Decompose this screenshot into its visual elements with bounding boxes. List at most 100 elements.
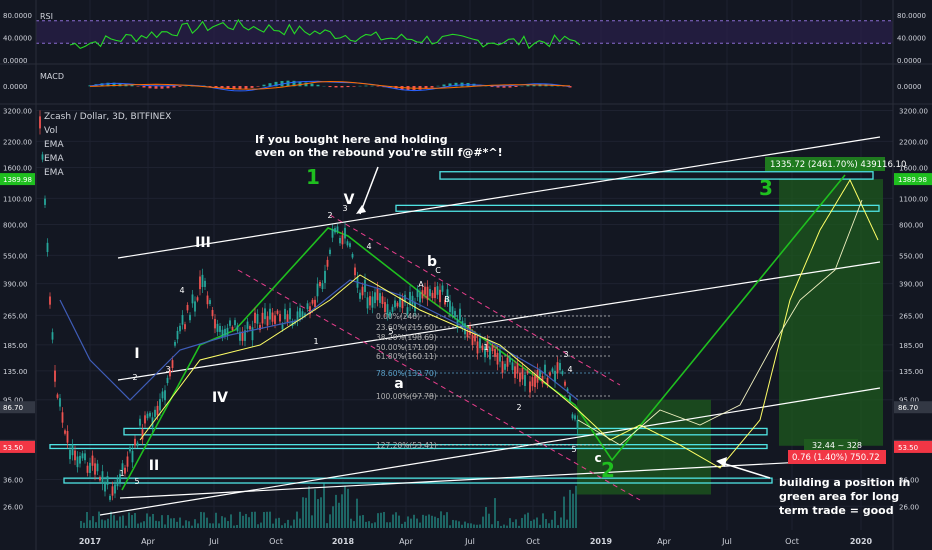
volume-bar	[320, 497, 322, 528]
candle-body	[576, 420, 579, 430]
volume-bar	[458, 521, 460, 528]
candle-body	[324, 270, 326, 283]
candle-body	[431, 292, 434, 299]
volume-bar	[314, 489, 316, 528]
candle-body	[411, 295, 414, 305]
annotation-arrow	[359, 166, 379, 215]
macd-histogram-bar	[106, 82, 110, 87]
volume-bar	[536, 517, 538, 528]
macd-histogram-bar	[310, 83, 314, 87]
channel-line	[117, 261, 881, 381]
volume-bar	[464, 521, 466, 528]
candle-body	[511, 362, 514, 371]
macd-histogram-bar	[352, 86, 356, 87]
candle-body	[121, 463, 124, 470]
volume-bar	[563, 496, 565, 528]
volume-bar	[401, 523, 403, 528]
fib-level-label: 100.00%(97.78)	[376, 392, 437, 401]
minor-wave-label: 1	[313, 337, 318, 346]
price-tag-left: 1389.98	[3, 176, 32, 184]
volume-bar	[272, 523, 274, 528]
volume-bar	[287, 519, 289, 528]
volume-bar	[476, 524, 478, 528]
candle-body	[374, 292, 376, 304]
volume-bar	[392, 514, 394, 528]
volume-bar	[227, 521, 229, 528]
price-tick-label: 1100.00	[899, 195, 928, 203]
annotation-arrowhead	[716, 457, 727, 467]
volume-bar	[185, 520, 187, 528]
wave-label: c	[594, 451, 601, 465]
candle-body	[186, 304, 189, 311]
candle-body	[494, 349, 496, 357]
candle-body	[349, 243, 351, 247]
volume-bar	[317, 499, 319, 528]
rsi-tick-label-left: 0.0000	[3, 57, 28, 65]
candle-body	[569, 396, 571, 402]
volume-bar	[122, 515, 124, 528]
minor-wave-label: 3	[563, 350, 568, 359]
volume-bar	[512, 522, 514, 528]
volume-bar	[482, 516, 484, 528]
volume-bar	[257, 524, 259, 528]
candle-body	[534, 375, 536, 388]
volume-bar	[332, 506, 334, 528]
volume-bar	[152, 513, 154, 528]
candle-body	[341, 235, 344, 245]
macd-histogram-bar	[370, 85, 374, 87]
minor-wave-label: 5	[134, 477, 139, 486]
candle-body	[201, 274, 204, 287]
candle-body	[81, 453, 84, 459]
macd-histogram-bar	[274, 81, 278, 87]
volume-bar	[509, 518, 511, 528]
time-tick-label: Apr	[141, 537, 156, 546]
volume-bar	[566, 519, 568, 528]
volume-bar	[434, 516, 436, 528]
volume-bar	[296, 511, 298, 528]
volume-bar	[173, 518, 175, 528]
measure-top-label: 1335.72 (2461.70%) 439116.10	[770, 160, 906, 170]
volume-bar	[494, 498, 496, 528]
time-tick-label: 2019	[590, 537, 613, 546]
candle-body	[506, 357, 509, 367]
volume-bar	[209, 523, 211, 528]
candle-body	[114, 484, 116, 494]
wave-label: V	[344, 192, 355, 208]
candle-body	[266, 316, 269, 326]
candle-body	[391, 306, 394, 312]
projection-line	[577, 199, 863, 446]
support-resistance-box	[439, 171, 874, 180]
volume-bar	[149, 516, 151, 528]
candle-body	[146, 413, 149, 419]
candle-body	[54, 370, 56, 382]
macd-histogram-bar	[220, 86, 224, 89]
macd-histogram-bar	[160, 86, 164, 89]
volume-bar	[161, 515, 163, 528]
volume-bar	[389, 522, 391, 528]
candle-body	[124, 467, 126, 474]
time-tick-label: Oct	[269, 537, 283, 546]
candle-body	[39, 116, 41, 129]
time-tick-label: Apr	[399, 537, 414, 546]
candle-body	[496, 352, 499, 365]
candle-body	[464, 323, 466, 335]
volume-bar	[308, 486, 310, 528]
volume-bar	[572, 493, 574, 528]
measure-bottom-label: 0.76 (1.40%) 750.72	[792, 453, 880, 463]
macd-histogram-bar	[262, 84, 266, 87]
candle-body	[461, 320, 464, 329]
candle-body	[156, 405, 159, 416]
candle-body	[204, 280, 206, 287]
candle-body	[261, 312, 264, 324]
candle-body	[271, 312, 274, 322]
channel-line	[119, 457, 881, 499]
candle-body	[311, 299, 314, 304]
candle-body	[346, 241, 349, 246]
candle-body	[316, 283, 319, 297]
candle-body	[296, 311, 299, 322]
minor-wave-label: 3	[342, 204, 347, 213]
candle-body	[571, 414, 574, 419]
